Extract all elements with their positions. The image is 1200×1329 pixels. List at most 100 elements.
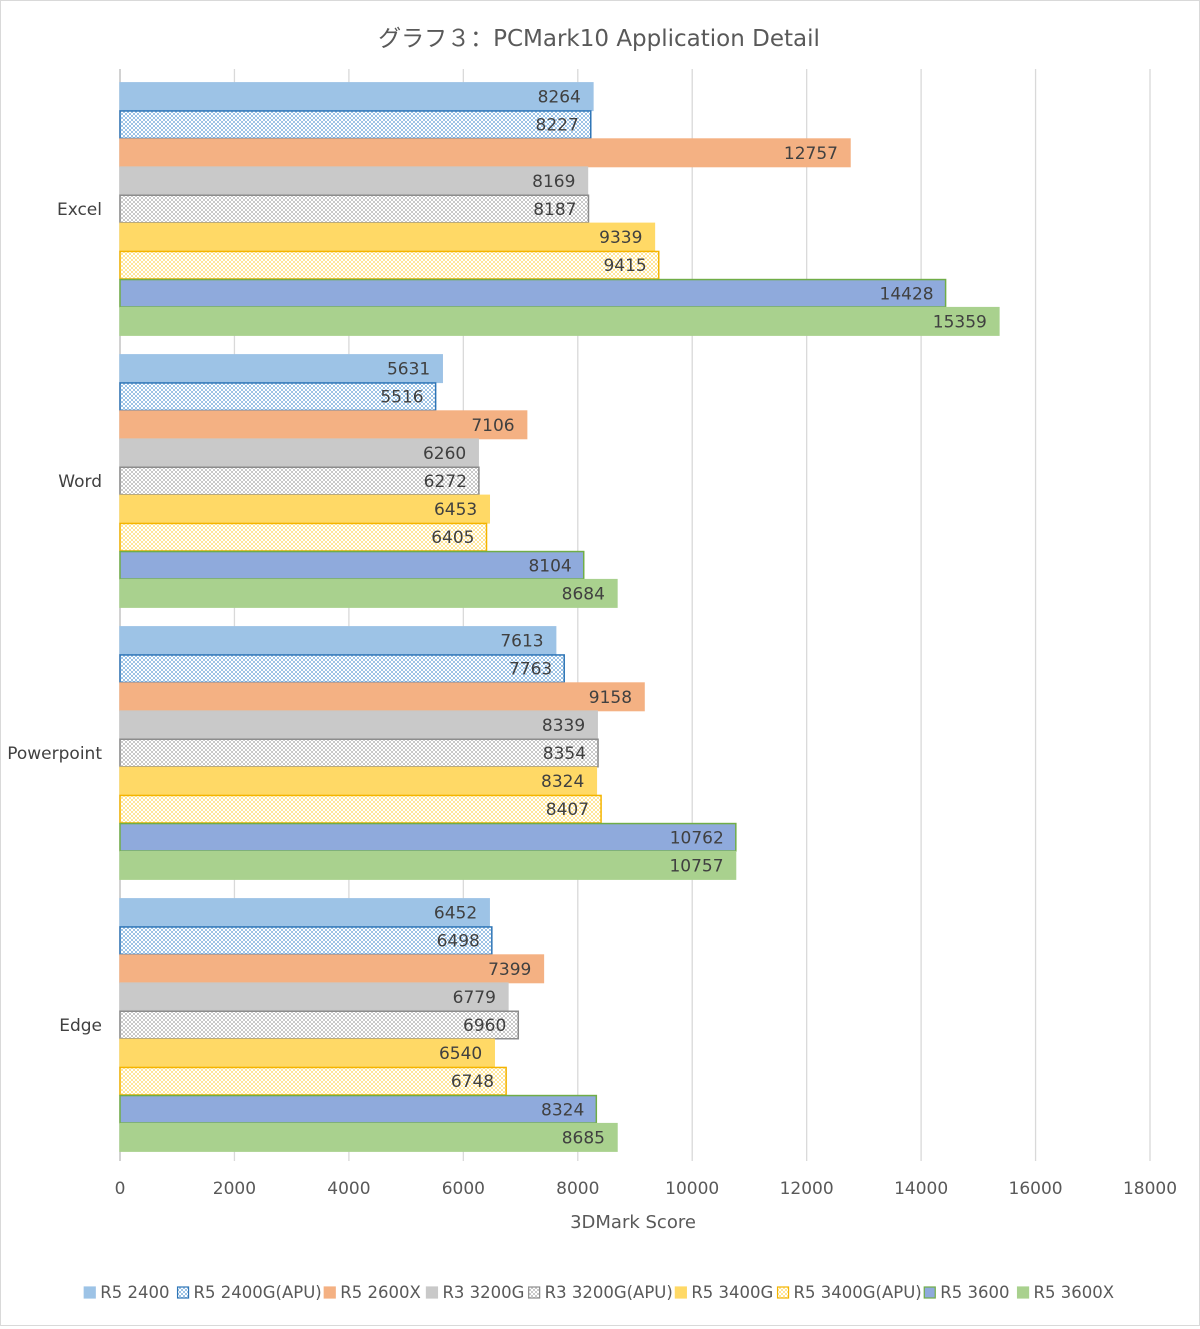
chart-title: グラフ３：PCMark10 Application Detail [378,26,820,52]
bar [119,306,1000,336]
data-label: 10757 [669,856,723,876]
bar [119,494,491,524]
bar [119,82,594,112]
data-label: 7106 [471,416,514,436]
legend-label: R5 3400G(APU) [794,1283,922,1302]
bar [119,1122,618,1152]
bar [119,222,656,252]
legend-item: R5 3600 [923,1283,1009,1302]
bar [119,926,493,956]
legend-swatch [923,1286,936,1299]
legend-label: R5 2600X [340,1283,421,1302]
data-label: 6260 [423,444,466,464]
legend-label: R5 2400G(APU) [194,1283,322,1302]
legend-swatch [176,1286,190,1299]
legend-swatch [83,1286,96,1299]
data-label: 6540 [439,1044,482,1064]
data-label: 8169 [532,172,575,192]
data-label: 8407 [546,800,589,820]
bar [119,466,480,496]
data-label: 7763 [509,660,552,680]
bar [119,522,488,552]
data-label: 8324 [541,772,584,792]
bars [119,82,1000,1152]
bar [119,1066,507,1096]
data-label: 8227 [536,116,579,136]
bar [119,982,509,1012]
bar [119,110,592,140]
legend-label: R5 2400 [100,1283,169,1302]
bar [119,1038,495,1068]
data-labels: 8264 8227 12757 8169 8187 9339 9415 14428 15359 5… [380,88,987,1149]
legend-swatch [425,1286,439,1299]
data-label: 6453 [434,500,477,520]
data-label: 6272 [424,472,467,492]
data-label: 9415 [603,256,646,276]
data-label: 12757 [784,144,838,164]
data-label: 6960 [463,1016,506,1036]
bar [119,278,947,308]
legend-swatch [528,1286,541,1299]
category-label: Word [58,472,102,492]
legend-swatch [323,1286,336,1299]
bar [119,954,545,984]
legend-item: R5 3600X [1016,1283,1115,1302]
legend-item: R5 3400G(APU) [776,1283,922,1302]
legend-label: R5 3600 [940,1283,1009,1302]
data-label: 6779 [453,988,496,1008]
data-label: 5631 [387,360,430,380]
data-label: 14428 [880,284,934,304]
x-tick-label: 10000 [665,1179,719,1199]
data-label: 6452 [434,904,477,924]
bar [119,382,437,412]
data-label: 6748 [451,1072,494,1092]
data-label: 8324 [541,1100,584,1120]
data-label: 8104 [528,556,571,576]
data-label: 8264 [538,88,581,108]
category-label: Powerpoint [7,744,102,764]
bar [119,738,599,768]
legend-label: R5 3600X [1034,1283,1115,1302]
data-label: 8684 [562,584,605,604]
data-label: 7399 [488,960,531,980]
data-label: 8685 [562,1128,605,1148]
x-tick-label: 2000 [213,1179,256,1199]
bar [119,766,598,796]
bar [119,682,645,712]
legend-item: R5 2400G(APU) [176,1283,322,1302]
data-label: 9339 [599,228,642,248]
legend-label: R3 3200G [442,1283,524,1302]
bar [119,822,737,852]
category-labels: Excel Word Powerpoint Edge [7,200,102,1036]
bar [119,578,618,608]
data-label: 8354 [543,744,586,764]
x-tick-label: 14000 [894,1179,948,1199]
legend-item: R5 2400 [83,1283,169,1302]
x-tick-label: 16000 [1009,1179,1063,1199]
data-label: 15359 [933,312,987,332]
legend-label: R5 3400G [691,1283,773,1302]
bar [119,626,557,656]
bar [119,710,598,740]
bar [119,138,851,168]
data-label: 8187 [533,200,576,220]
bar [119,166,589,196]
legend-swatch [1016,1286,1030,1299]
x-tick-label: 8000 [556,1179,599,1199]
legend-item: R5 3400G [674,1283,773,1302]
x-axis-title: 3DMark Score [570,1212,696,1233]
legend-swatch [674,1286,687,1299]
bar [119,794,602,824]
x-tick-label: 12000 [780,1179,834,1199]
bar [119,354,443,384]
x-tick-label: 18000 [1123,1179,1177,1199]
legend: R5 2400 R5 2400G(APU) R5 2600X R3 3200G R3 3… [83,1283,1115,1302]
data-label: 8339 [542,716,585,736]
bar [119,850,737,880]
legend-swatch [776,1286,790,1299]
bar [119,1094,598,1124]
bar [119,438,479,468]
legend-item: R3 3200G [425,1283,524,1302]
data-label: 9158 [589,688,632,708]
